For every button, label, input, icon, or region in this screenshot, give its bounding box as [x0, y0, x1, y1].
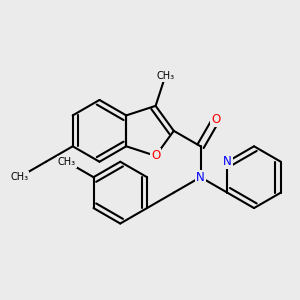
Text: CH₃: CH₃: [156, 71, 174, 82]
Text: CH₃: CH₃: [10, 172, 28, 182]
Text: N: N: [223, 155, 232, 168]
Text: CH₃: CH₃: [58, 157, 76, 167]
Text: O: O: [211, 113, 220, 126]
Text: N: N: [196, 171, 205, 184]
Text: O: O: [151, 149, 160, 162]
